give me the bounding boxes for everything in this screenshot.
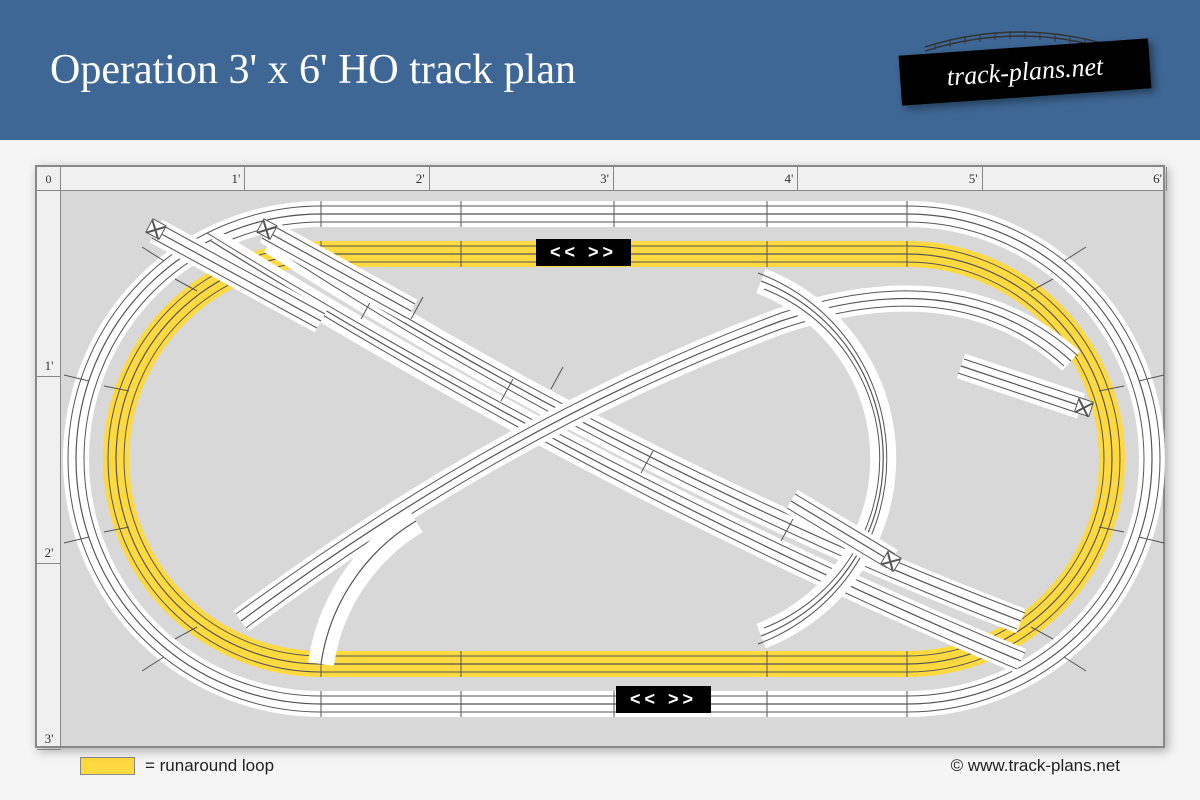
diagram-area: 1'2'3'4'5'6' 1'2'3' 0 (0, 140, 1200, 791)
ruler-tick: 1' (37, 191, 61, 377)
ruler-tick: 3' (37, 564, 61, 750)
ruler-horizontal: 1'2'3'4'5'6' (37, 167, 1163, 191)
copyright-text: © www.track-plans.net (951, 756, 1120, 776)
site-logo: track-plans.net (900, 35, 1150, 105)
ruler-tick: 3' (430, 167, 614, 191)
ruler-vertical: 1'2'3' (37, 167, 61, 746)
ruler-tick: 5' (798, 167, 982, 191)
track-plan-frame: 1'2'3'4'5'6' 1'2'3' 0 (35, 165, 1165, 748)
legend-label: = runaround loop (145, 756, 274, 776)
switch-indicator-bottom: << >> (616, 686, 711, 713)
track-canvas: << >> << >> (61, 191, 1163, 746)
ruler-tick: 2' (245, 167, 429, 191)
ruler-origin: 0 (37, 167, 61, 191)
crossover-tracks (207, 233, 1078, 669)
page-title: Operation 3' x 6' HO track plan (50, 46, 576, 94)
footer: = runaround loop © www.track-plans.net (35, 748, 1165, 776)
switch-indicator-top: << >> (536, 239, 631, 266)
logo-text: track-plans.net (946, 52, 1104, 93)
ruler-tick: 2' (37, 377, 61, 563)
track-svg (61, 191, 1167, 750)
ruler-tick: 6' (983, 167, 1167, 191)
ruler-tick: 4' (614, 167, 798, 191)
ruler-tick: 1' (61, 167, 245, 191)
header-bar: Operation 3' x 6' HO track plan track-pl… (0, 0, 1200, 140)
legend: = runaround loop (80, 756, 274, 776)
legend-swatch (80, 757, 135, 775)
